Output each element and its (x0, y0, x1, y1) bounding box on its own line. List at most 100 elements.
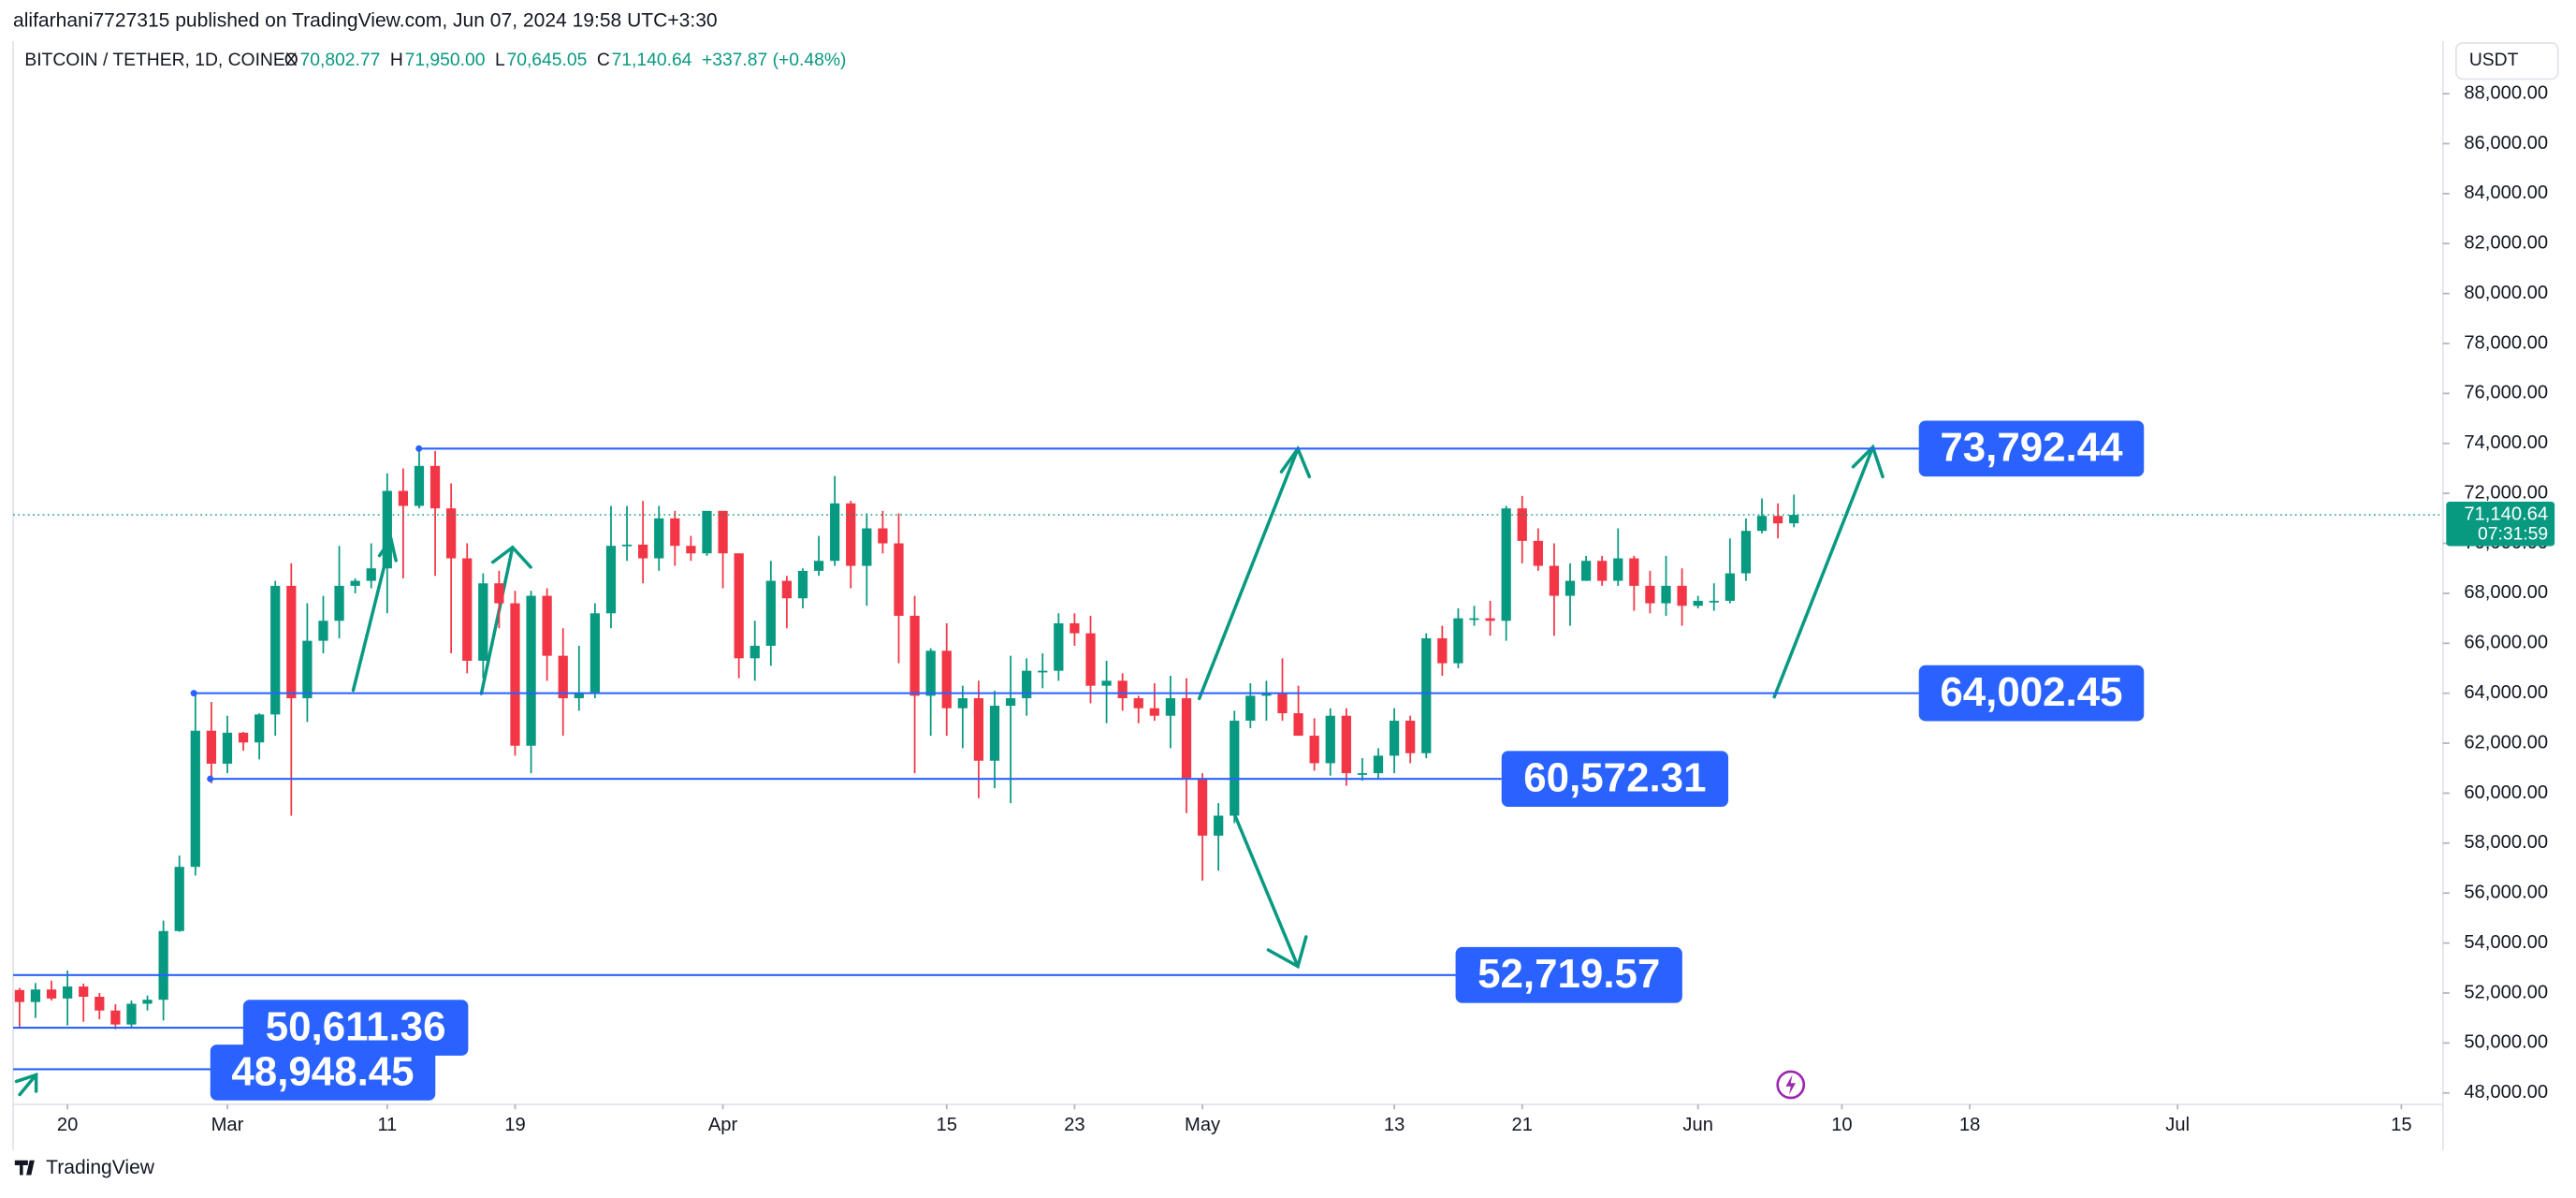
currency-button[interactable] (2454, 41, 2559, 80)
arrow-head (1851, 444, 1885, 479)
candle-body (1085, 633, 1096, 686)
candle-body (126, 1003, 137, 1025)
level-label: 73,792.44 (1940, 425, 2123, 471)
y-tick-label: 74,000.00 (2464, 432, 2548, 453)
candle-body (1597, 561, 1608, 581)
level-box (210, 1045, 436, 1101)
candle-body (222, 732, 233, 764)
candle-body (1341, 715, 1351, 774)
candle-body (1629, 558, 1639, 586)
candle-body (1197, 778, 1208, 836)
level-box (1918, 665, 2145, 722)
candle-body (1214, 815, 1224, 836)
candle-body (1181, 698, 1192, 779)
last-price-tag (2446, 502, 2555, 547)
x-tick-label: 18 (1959, 1115, 1980, 1135)
candle-body (510, 603, 520, 746)
candle-body (1277, 693, 1288, 714)
x-tick-label: 13 (1384, 1115, 1404, 1135)
candle-body (334, 585, 344, 621)
arrow (1772, 445, 1875, 699)
ohlc-value: 71,140.64 (612, 51, 692, 70)
ohlc-key: O (284, 51, 298, 70)
candle-body (1230, 721, 1240, 816)
candle-body (989, 706, 1000, 761)
candle-body (925, 650, 936, 696)
candle-body (238, 732, 249, 743)
level-anchor (207, 775, 214, 782)
candle-body (95, 996, 105, 1011)
candle-body (30, 989, 41, 1002)
ohlc-key: H (390, 51, 403, 70)
level-box (242, 1000, 469, 1056)
x-tick-label: 21 (1512, 1115, 1533, 1135)
arrow (1197, 446, 1300, 701)
candle-body (894, 543, 904, 616)
candle-body (1133, 698, 1143, 709)
candle-body (686, 546, 696, 554)
arrow-head (490, 545, 532, 569)
candle-body (398, 490, 409, 506)
candle-body (1070, 622, 1080, 634)
candle-body (1580, 561, 1592, 581)
candle-body (1549, 565, 1560, 596)
candle-body (878, 528, 888, 544)
icon-bolt[interactable] (1785, 1074, 1797, 1095)
x-tick-label: Jun (1682, 1115, 1713, 1135)
candle-body (318, 621, 328, 641)
y-tick-label: 82,000.00 (2464, 233, 2548, 254)
symbol: BITCOIN / TETHER, 1D, COINEX (24, 51, 297, 70)
y-tick-label: 62,000.00 (2464, 732, 2548, 752)
candle-body (1117, 680, 1128, 699)
candle-body (1565, 580, 1576, 596)
y-tick-label: 76,000.00 (2464, 383, 2548, 403)
candle-body (1245, 695, 1256, 722)
candle-body (1709, 600, 1719, 603)
y-tick-label: 66,000.00 (2464, 633, 2548, 653)
candle-body (1022, 670, 1032, 699)
y-tick-label: 86,000.00 (2464, 133, 2548, 153)
ohlc-legend: O 70,802.77 H 71,950.00 L 70,645.05 C 71,140.64… (284, 51, 847, 70)
candle-body (270, 585, 281, 715)
candle-body (206, 730, 217, 764)
ohlc-value: 71,950.00 (405, 51, 486, 70)
candle-body (1149, 708, 1159, 716)
candle-body (1517, 508, 1527, 541)
candle-body (765, 580, 776, 646)
lightning-icon[interactable] (1776, 1070, 1806, 1100)
x-tick-label: 15 (2391, 1115, 2411, 1135)
candle-body (846, 503, 856, 566)
candle-body (1421, 637, 1432, 753)
candle-body (542, 595, 552, 656)
level-label: 64,002.45 (1940, 669, 2122, 715)
level-anchor (190, 690, 197, 697)
candle-body (973, 698, 984, 761)
currency-label[interactable]: USDT (2469, 51, 2519, 70)
candle-body (734, 553, 744, 659)
icon-circle[interactable] (1776, 1070, 1806, 1100)
y-tick-label: 50,000.00 (2464, 1032, 2548, 1053)
candle-body (190, 730, 200, 868)
y-tick-label: 60,000.00 (2464, 782, 2548, 803)
arrow (18, 1073, 38, 1097)
x-tick-label: 23 (1064, 1115, 1084, 1135)
candle-body (670, 518, 680, 547)
candle-body (830, 503, 840, 562)
candle-body (63, 986, 73, 999)
level-anchor (415, 445, 423, 452)
candle-body (255, 714, 265, 743)
y-tick-label: 68,000.00 (2464, 582, 2548, 603)
candle-body (957, 698, 968, 709)
candle-body (1357, 773, 1368, 775)
level-box (1455, 946, 1682, 1003)
candle-body (1613, 558, 1623, 581)
candle-body (1789, 515, 1799, 524)
candle-body (1677, 585, 1687, 606)
x-tick-label: Apr (708, 1115, 738, 1135)
y-tick-label: 80,000.00 (2464, 283, 2548, 303)
candle-body (46, 989, 57, 999)
y-tick-label: 72,000.00 (2464, 482, 2548, 503)
candle-body (638, 544, 648, 559)
